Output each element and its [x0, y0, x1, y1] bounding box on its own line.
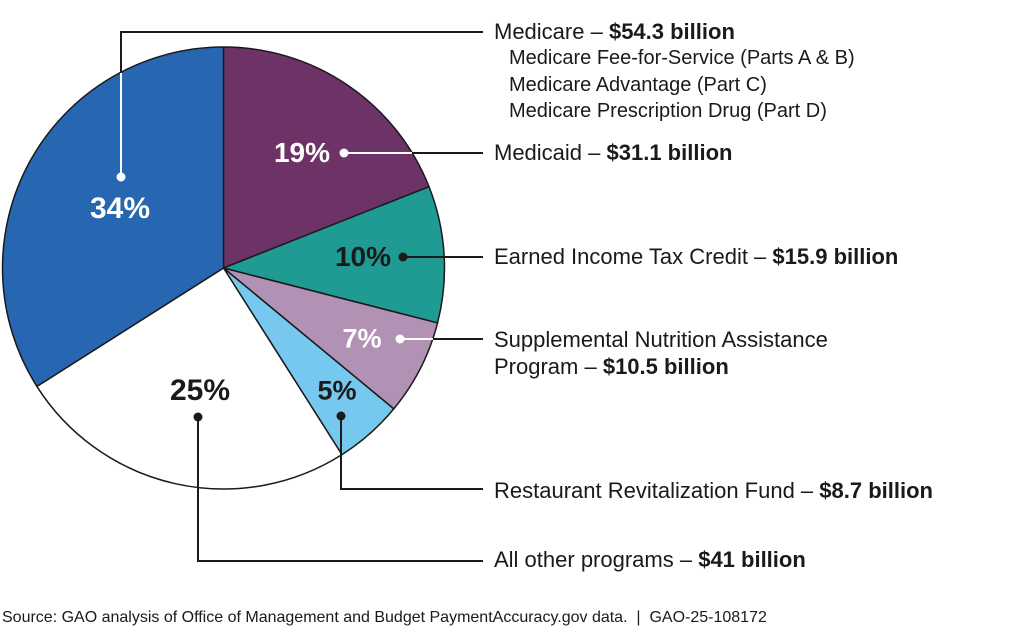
callout-eitc: Earned Income Tax Credit – $15.9 billion: [494, 244, 898, 270]
pie-slice-medicaid: [222, 46, 430, 269]
pie-slice-earned-income-tax-credit: [222, 185, 446, 324]
leader-dot: [395, 334, 405, 344]
leader-dot: [398, 252, 408, 262]
callout-eitc-amount: $15.9 billion: [772, 244, 899, 269]
callout-snap-name-line1: Supplemental Nutrition Assistance: [494, 327, 828, 352]
callout-medicare: Medicare – $54.3 billion Medicare Fee-fo…: [494, 19, 855, 125]
callout-rrf-name: Restaurant Revitalization Fund –: [494, 478, 820, 503]
callout-medicaid: Medicaid – $31.1 billion: [494, 140, 732, 166]
percent-label-rrf: 5%: [317, 375, 357, 406]
callout-medicare-name: Medicare –: [494, 19, 609, 44]
callout-medicare-title: Medicare – $54.3 billion: [494, 19, 855, 45]
leader-line: [120, 31, 483, 73]
callout-snap-amount: $10.5 billion: [602, 354, 729, 379]
pie-slice-all-other-programs: [36, 267, 343, 490]
source-note: Source: GAO analysis of Office of Manage…: [2, 609, 767, 626]
callout-medicare-amount: $54.3 billion: [608, 19, 735, 44]
percent-label-medicaid: 19%: [273, 137, 331, 168]
percent-label-eitc: 10%: [334, 241, 392, 272]
callout-eitc-name: Earned Income Tax Credit –: [494, 244, 773, 269]
leader-line: [197, 417, 483, 562]
callout-snap: Supplemental Nutrition Assistance Progra…: [494, 326, 828, 380]
callout-rrf: Restaurant Revitalization Fund – $8.7 bi…: [494, 478, 933, 504]
percent-label-snap: 7%: [342, 323, 382, 354]
leader-dot: [336, 411, 346, 421]
callout-other-programs: All other programs – $41 billion: [494, 547, 806, 573]
callout-snap-name-line2: Program –: [494, 354, 603, 379]
callout-medicaid-name: Medicaid –: [494, 140, 607, 165]
callout-other-programs-amount: $41 billion: [698, 547, 806, 572]
percent-label-other: 25%: [169, 374, 231, 407]
leader-dot: [339, 148, 349, 158]
callout-medicare-sub-parts-ab: Medicare Fee-for-Service (Parts A & B): [509, 47, 855, 69]
leader-line: [340, 416, 483, 490]
leader-dot: [193, 412, 203, 422]
callout-medicaid-amount: $31.1 billion: [606, 140, 733, 165]
leader-dot: [116, 172, 126, 182]
percent-label-medicare: 34%: [89, 192, 151, 225]
pie-slice-medicare: [1, 46, 225, 388]
callout-medicare-sub-part-d: Medicare Prescription Drug (Part D): [509, 100, 827, 122]
callout-other-programs-name: All other programs –: [494, 547, 699, 572]
callout-medicare-sub-part-c: Medicare Advantage (Part C): [509, 73, 767, 96]
callout-rrf-amount: $8.7 billion: [819, 478, 933, 503]
